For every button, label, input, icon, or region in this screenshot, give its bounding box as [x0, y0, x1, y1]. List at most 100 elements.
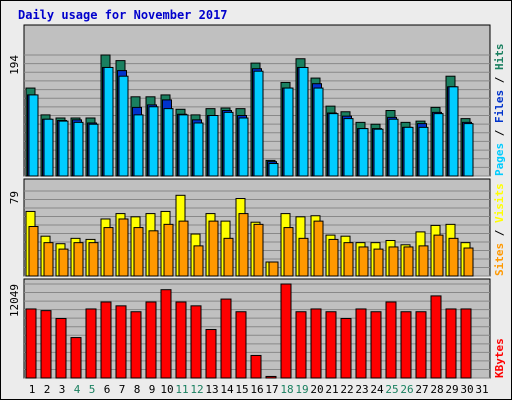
bar-pages-19 — [298, 66, 309, 177]
bar-sites-7 — [118, 218, 129, 277]
bar-kbytes-6 — [100, 301, 112, 379]
bar-sites-13 — [208, 220, 219, 277]
bar-kbytes-10 — [160, 289, 172, 379]
bar-sites-15 — [238, 213, 249, 277]
bar-sites-8 — [133, 227, 144, 277]
bar-sites-4 — [73, 242, 84, 277]
legend-hits: Hits — [493, 44, 506, 71]
panel-hits-files-pages: 194 Pages / Files / Hits — [8, 24, 506, 177]
bar-pages-27 — [418, 126, 429, 177]
bar-pages-30 — [463, 123, 474, 177]
bar-sites-5 — [88, 242, 99, 277]
x-tick-label: 15 — [235, 383, 248, 396]
bar-sites-18 — [283, 227, 294, 277]
bar-pages-14 — [223, 111, 234, 177]
bar-pages-1 — [28, 94, 39, 177]
bar-sites-1 — [28, 226, 39, 277]
chart-title: Daily usage for November 2017 — [18, 8, 228, 22]
panel-kbytes: 12049 KBytes — [8, 278, 506, 379]
legend-kbytes: KBytes — [493, 338, 506, 378]
legend-kbytes: KBytes — [493, 338, 506, 378]
bar-sites-30 — [463, 247, 474, 277]
bar-pages-17 — [268, 163, 279, 177]
bar-sites-3 — [58, 248, 69, 277]
bar-pages-10 — [163, 108, 174, 177]
bar-sites-28 — [433, 234, 444, 277]
x-tick-label: 14 — [220, 383, 234, 396]
bar-pages-11 — [178, 114, 189, 177]
bar-pages-7 — [118, 75, 129, 177]
bar-sites-10 — [163, 223, 174, 277]
bar-sites-26 — [403, 246, 414, 277]
x-tick-label: 16 — [250, 383, 263, 396]
x-tick-label: 18 — [280, 383, 293, 396]
x-tick-label: 27 — [415, 383, 428, 396]
legend-sites: Sites — [493, 243, 506, 276]
panel-visits-sites: 79 Sites / Visits — [8, 178, 506, 277]
bar-kbytes-9 — [145, 301, 157, 379]
bar-pages-20 — [313, 87, 324, 177]
bar-kbytes-7 — [115, 305, 127, 379]
bar-kbytes-28 — [430, 295, 442, 379]
bar-kbytes-11 — [175, 301, 187, 379]
legend-files: Files — [493, 90, 506, 123]
bar-kbytes-24 — [370, 311, 382, 379]
x-tick-label: 20 — [310, 383, 323, 396]
x-tick-label: 31 — [475, 383, 488, 396]
x-tick-label: 22 — [340, 383, 353, 396]
legend-visits: Visits — [493, 183, 506, 223]
bar-pages-21 — [328, 113, 339, 177]
bar-sites-27 — [418, 245, 429, 277]
y-max-label: 12049 — [8, 284, 21, 317]
bar-kbytes-27 — [415, 311, 427, 379]
bar-kbytes-25 — [385, 301, 397, 379]
x-tick-label: 23 — [355, 383, 368, 396]
bar-pages-13 — [208, 115, 219, 177]
bar-sites-24 — [373, 248, 384, 277]
bar-pages-29 — [448, 86, 459, 177]
bar-pages-23 — [358, 128, 369, 177]
x-tick-label: 29 — [445, 383, 458, 396]
bar-sites-17 — [268, 261, 279, 277]
bar-kbytes-12 — [190, 305, 202, 379]
x-tick-label: 13 — [205, 383, 218, 396]
bar-kbytes-4 — [70, 337, 82, 379]
bar-sites-11 — [178, 220, 189, 277]
bar-pages-2 — [43, 118, 54, 177]
legend-separator: / — [493, 70, 506, 90]
bar-kbytes-5 — [85, 308, 97, 379]
legend-hits-files-pages: Pages / Files / Hits — [493, 44, 506, 177]
bar-pages-3 — [58, 120, 69, 177]
x-tick-label: 9 — [149, 383, 156, 396]
bar-pages-9 — [148, 106, 159, 177]
bar-pages-18 — [283, 87, 294, 177]
y-max-label: 79 — [8, 191, 21, 204]
x-tick-label: 28 — [430, 383, 443, 396]
bar-kbytes-22 — [340, 317, 352, 379]
x-tick-label: 5 — [89, 383, 96, 396]
bar-kbytes-19 — [295, 311, 307, 379]
x-tick-label: 1 — [29, 383, 36, 396]
bar-pages-15 — [238, 117, 249, 177]
x-tick-label: 10 — [160, 383, 173, 396]
bar-pages-28 — [433, 113, 444, 177]
bar-sites-14 — [223, 237, 234, 277]
bar-kbytes-30 — [460, 308, 472, 379]
legend-visits-sites: Sites / Visits — [493, 183, 506, 276]
bar-kbytes-2 — [40, 310, 52, 379]
bar-sites-19 — [298, 237, 309, 277]
bar-sites-12 — [193, 245, 204, 277]
bar-kbytes-20 — [310, 308, 322, 379]
bar-kbytes-23 — [355, 308, 367, 379]
bar-sites-21 — [328, 238, 339, 277]
bar-sites-22 — [343, 242, 354, 277]
x-tick-label: 2 — [44, 383, 51, 396]
x-tick-label: 4 — [74, 383, 81, 396]
bar-sites-29 — [448, 237, 459, 277]
bar-pages-16 — [253, 70, 264, 177]
bar-pages-8 — [133, 114, 144, 177]
bar-pages-6 — [103, 66, 114, 177]
bar-pages-24 — [373, 128, 384, 177]
x-tick-label: 21 — [325, 383, 338, 396]
